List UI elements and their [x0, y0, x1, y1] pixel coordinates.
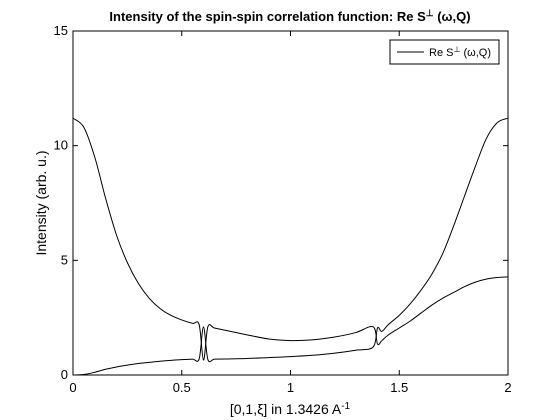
x-axis-label-main: [0,1,ξ] in 1.3426 A: [230, 401, 342, 417]
y-tick-label: 10: [54, 138, 68, 153]
y-tick-label: 5: [61, 252, 68, 267]
x-tick-label: 1.5: [390, 380, 408, 395]
x-tick-label: 0: [69, 380, 76, 395]
x-axis-label: [0,1,ξ] in 1.3426 A-1: [230, 401, 351, 417]
legend-entry-main: Re S: [429, 47, 453, 59]
axis-ticks: 0 0.5 1 1.5 2 0 5 10 15: [54, 23, 512, 395]
x-axis-label-superscript: -1: [341, 401, 350, 412]
y-tick-label: 15: [54, 23, 68, 38]
x-tick-label: 2: [504, 380, 511, 395]
plot-area: [72, 30, 509, 376]
y-tick-label: 0: [61, 367, 68, 382]
series-line-upper: [72, 117, 509, 361]
series-line-lower: [72, 117, 509, 376]
series-lines: [72, 117, 509, 376]
x-tick-label: 0.5: [173, 380, 191, 395]
chart-title-superscript: ⊥: [426, 8, 434, 18]
y-axis-label: Intensity (arb. u.): [33, 150, 49, 255]
legend-entry: Re S⊥ (ω,Q): [429, 45, 491, 59]
legend-entry-superscript: ⊥: [453, 45, 460, 54]
legend: Re S⊥ (ω,Q): [389, 39, 500, 65]
chart-title-tail: (ω,Q): [434, 9, 471, 24]
chart-title-main: Intensity of the spin-spin correlation f…: [109, 9, 426, 24]
x-tick-label: 1: [287, 380, 294, 395]
legend-entry-tail: (ω,Q): [460, 47, 491, 59]
chart-title: Intensity of the spin-spin correlation f…: [109, 8, 470, 24]
